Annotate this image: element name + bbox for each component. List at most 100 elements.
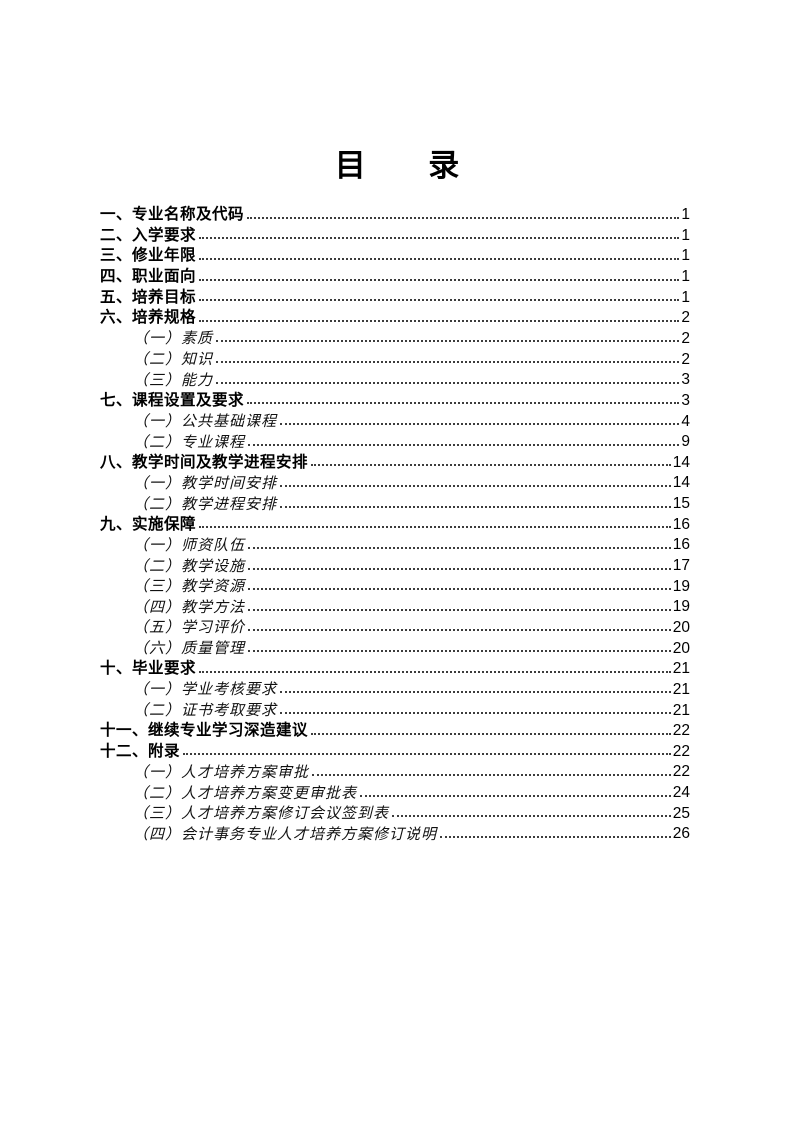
- toc-entry[interactable]: （二）专业课程 9: [100, 430, 690, 451]
- toc-dot-leader: [311, 732, 671, 735]
- toc-entry[interactable]: 四、职业面向 1: [100, 265, 690, 286]
- toc-entry[interactable]: （一）学业考核要求 21: [100, 678, 690, 699]
- toc-entry-page: 2: [681, 309, 690, 327]
- toc-entry-label: （二）知识: [133, 350, 214, 369]
- toc-dot-leader: [280, 423, 680, 426]
- toc-entry[interactable]: 七、课程设置及要求 3: [100, 389, 690, 410]
- toc-dot-leader: [183, 753, 671, 756]
- toc-entry[interactable]: （二）教学设施 17: [100, 554, 690, 575]
- toc-dot-leader: [280, 505, 671, 508]
- toc-entry-label: （六）质量管理: [133, 639, 246, 658]
- toc-entry[interactable]: 一、专业名称及代码 1: [100, 203, 690, 224]
- toc-entry[interactable]: （三）教学资源 19: [100, 575, 690, 596]
- toc-entry-page: 17: [672, 557, 690, 575]
- toc-entry-page: 19: [672, 598, 690, 616]
- toc-dot-leader: [248, 588, 671, 591]
- toc-entry-page: 21: [672, 701, 690, 719]
- toc-entry[interactable]: （一）公共基础课程 4: [100, 409, 690, 430]
- toc-dot-leader: [280, 691, 671, 694]
- toc-entry-label: （二）教学进程安排: [133, 494, 278, 513]
- toc-dot-leader: [199, 319, 680, 322]
- toc-dot-leader: [199, 257, 680, 260]
- toc-dot-leader: [248, 546, 671, 549]
- toc-dot-leader: [248, 650, 671, 653]
- toc-entry-page: 2: [681, 350, 690, 368]
- toc-entry[interactable]: （一）人才培养方案审批 22: [100, 760, 690, 781]
- toc-entry-label: （一）教学时间安排: [133, 473, 278, 492]
- toc-entry[interactable]: （二）教学进程安排 15: [100, 492, 690, 513]
- toc-entry-page: 3: [681, 371, 690, 389]
- toc-entry[interactable]: 六、培养规格 2: [100, 306, 690, 327]
- toc-entry-label: （一）公共基础课程: [133, 412, 278, 431]
- toc-dot-leader: [247, 402, 680, 405]
- toc-dot-leader: [360, 794, 671, 797]
- toc-entry[interactable]: （三）人才培养方案修订会议签到表 25: [100, 802, 690, 823]
- toc-entry-page: 1: [681, 226, 690, 244]
- toc-entry-page: 21: [672, 660, 690, 678]
- toc-entry-page: 1: [681, 288, 690, 306]
- toc-entry[interactable]: （一）师资队伍 16: [100, 533, 690, 554]
- toc-dot-leader: [248, 443, 680, 446]
- toc-dot-leader: [247, 216, 680, 219]
- toc-entry-label: 二、入学要求: [100, 226, 197, 244]
- toc-entry-label: 十、毕业要求: [100, 660, 197, 678]
- toc-dot-leader: [312, 773, 671, 776]
- toc-entry[interactable]: （一）教学时间安排 14: [100, 471, 690, 492]
- toc-entry-label: （五）学习评价: [133, 618, 246, 637]
- toc-entry[interactable]: （二）知识 2: [100, 347, 690, 368]
- toc-dot-leader: [199, 237, 680, 240]
- toc-entry-page: 26: [672, 825, 690, 843]
- toc-entry-page: 19: [672, 577, 690, 595]
- toc-entry[interactable]: 十二、附录 22: [100, 740, 690, 761]
- toc-entry-page: 20: [672, 618, 690, 636]
- toc-entry-label: （一）学业考核要求: [133, 680, 278, 699]
- toc-entry-page: 4: [681, 412, 690, 430]
- toc-title: 目 录: [334, 148, 460, 183]
- toc-entry-label: （一）师资队伍: [133, 535, 246, 554]
- toc-entry-page: 16: [672, 536, 690, 554]
- toc-entry-page: 1: [681, 206, 690, 224]
- toc-entry[interactable]: （一）素质 2: [100, 327, 690, 348]
- toc-entry[interactable]: 八、教学时间及教学进程安排 14: [100, 451, 690, 472]
- toc-entry[interactable]: （三）能力 3: [100, 368, 690, 389]
- toc-dot-leader: [248, 629, 671, 632]
- toc-entry-label: 一、专业名称及代码: [100, 206, 245, 224]
- toc-dot-leader: [199, 670, 671, 673]
- toc-entry-page: 22: [672, 722, 690, 740]
- toc-entry[interactable]: 三、修业年限 1: [100, 244, 690, 265]
- toc-entry-page: 2: [681, 329, 690, 347]
- toc-dot-leader: [280, 712, 671, 715]
- toc-entry-label: 六、培养规格: [100, 309, 197, 327]
- toc-entry-label: （三）人才培养方案修订会议签到表: [133, 804, 390, 823]
- toc-dot-leader: [311, 464, 671, 467]
- toc-entry[interactable]: （四）会计事务专业人才培养方案修订说明 26: [100, 822, 690, 843]
- toc-entry-page: 21: [672, 680, 690, 698]
- toc-entry[interactable]: 二、入学要求 1: [100, 224, 690, 245]
- toc-entry-page: 1: [681, 247, 690, 265]
- toc-entry[interactable]: 十一、继续专业学习深造建议 22: [100, 719, 690, 740]
- toc-entry[interactable]: （五）学习评价 20: [100, 616, 690, 637]
- toc-dot-leader: [199, 526, 671, 529]
- toc-entry-page: 20: [672, 639, 690, 657]
- toc-entry-label: （二）证书考取要求: [133, 701, 278, 720]
- toc-entry-label: （四）会计事务专业人才培养方案修订说明: [133, 824, 438, 843]
- toc-entry-label: 三、修业年限: [100, 247, 197, 265]
- toc-entry-label: （四）教学方法: [133, 597, 246, 616]
- toc-entry[interactable]: 五、培养目标 1: [100, 286, 690, 307]
- toc-entry-label: 五、培养目标: [100, 288, 197, 306]
- toc-entry-page: 16: [672, 515, 690, 533]
- toc-entry-page: 14: [672, 474, 690, 492]
- toc-entry[interactable]: （四）教学方法 19: [100, 595, 690, 616]
- toc-entry[interactable]: （二）证书考取要求 21: [100, 698, 690, 719]
- toc-entry[interactable]: （六）质量管理 20: [100, 636, 690, 657]
- toc-entry[interactable]: （二）人才培养方案变更审批表 24: [100, 781, 690, 802]
- toc-entry-label: （三）教学资源: [133, 577, 246, 596]
- toc-entry-label: 八、教学时间及教学进程安排: [100, 453, 309, 471]
- toc-dot-leader: [392, 815, 671, 818]
- toc-dot-leader: [280, 484, 671, 487]
- toc-entry-page: 25: [672, 804, 690, 822]
- toc-entry[interactable]: 十、毕业要求 21: [100, 657, 690, 678]
- toc-entry[interactable]: 九、实施保障 16: [100, 513, 690, 534]
- toc-entry-label: 九、实施保障: [100, 515, 197, 533]
